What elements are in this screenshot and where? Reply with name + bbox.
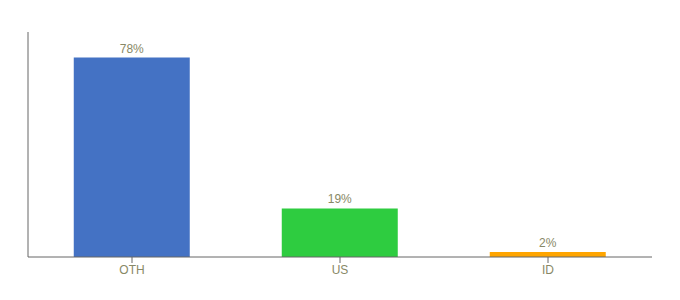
svg-text:ID: ID — [542, 263, 554, 277]
svg-text:OTH: OTH — [119, 263, 144, 277]
svg-text:78%: 78% — [120, 42, 144, 56]
svg-text:2%: 2% — [539, 236, 557, 250]
svg-text:19%: 19% — [328, 192, 352, 206]
svg-text:US: US — [332, 263, 349, 277]
